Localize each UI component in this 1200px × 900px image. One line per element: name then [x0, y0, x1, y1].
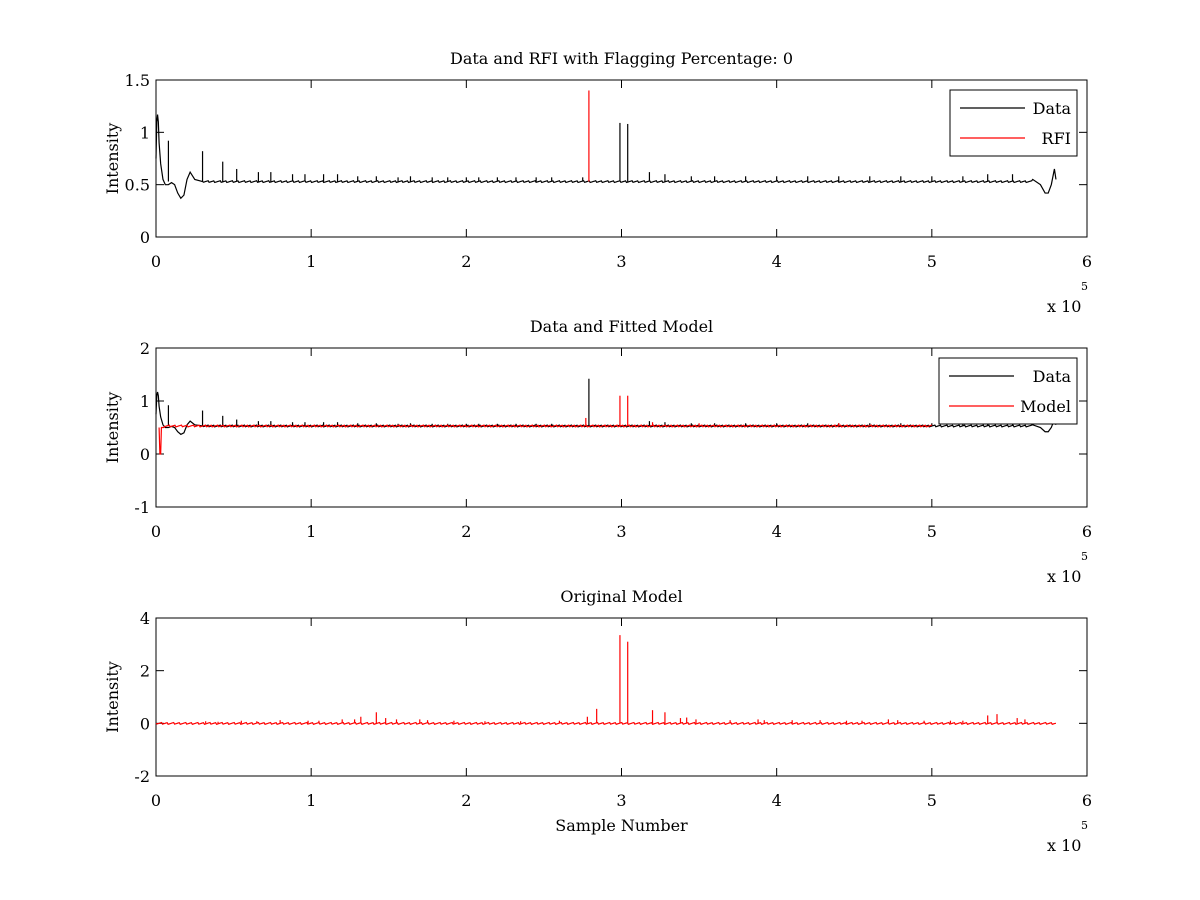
x-tick-label: 6 [1082, 522, 1092, 541]
chart-title: Data and Fitted Model [530, 317, 713, 336]
x-tick-label: 3 [616, 791, 626, 810]
legend: Data RFI [949, 89, 1078, 157]
y-axis-label: Intensity [103, 392, 122, 464]
x-exponent-power: 5 [1081, 819, 1088, 832]
x-tick-label: 4 [772, 791, 782, 810]
plot-area [155, 347, 1088, 508]
y-tick-label: 1.5 [125, 71, 150, 90]
x-axis-label: Sample Number [555, 816, 688, 835]
legend-entry: Model [1020, 397, 1071, 416]
y-tick-label: 1 [140, 123, 150, 142]
plot-area [155, 617, 1088, 777]
x-tick-label: 3 [616, 252, 626, 271]
x-tick-label: 1 [306, 522, 316, 541]
legend-entry: Data [1033, 367, 1072, 386]
x-tick-label: 1 [306, 791, 316, 810]
x-tick-label: 6 [1082, 791, 1092, 810]
y-tick-label: 0.5 [125, 176, 150, 195]
series-line [155, 114, 1057, 200]
chart-panel-1: Data and RFI with Flagging Percentage: 0… [103, 49, 1092, 316]
legend: Data Model [938, 357, 1078, 425]
x-tick-label: 2 [461, 791, 471, 810]
x-tick-label: 1 [306, 252, 316, 271]
x-tick-label: 0 [151, 522, 161, 541]
series-line [155, 721, 1057, 725]
x-tick-label: 3 [616, 522, 626, 541]
chart-title: Data and RFI with Flagging Percentage: 0 [450, 49, 793, 68]
chart-panel-3: Original Model Intensity Sample Number 0 1 2 3… [103, 587, 1092, 855]
y-tick-label: -2 [134, 767, 150, 786]
y-tick-label: 0 [140, 228, 150, 247]
series-data [155, 114, 1057, 200]
series-1 [155, 635, 1057, 725]
plot-area [155, 79, 1088, 238]
series-model [158, 395, 933, 455]
x-exponent-label: x 10 [1047, 297, 1081, 316]
y-tick-label: 4 [140, 609, 150, 628]
x-tick-label: 0 [151, 791, 161, 810]
x-exponent-label: x 10 [1047, 567, 1081, 586]
legend-entry: Data [1033, 99, 1072, 118]
y-tick-label: 2 [140, 339, 150, 358]
x-tick-label: 5 [927, 252, 937, 271]
y-tick-label: 0 [140, 445, 150, 464]
y-tick-label: 1 [140, 392, 150, 411]
y-tick-label: 0 [140, 714, 150, 733]
chart-title: Original Model [560, 587, 682, 606]
series-line [158, 424, 933, 455]
legend-box [949, 89, 1078, 157]
x-exponent-label: x 10 [1047, 836, 1081, 855]
y-tick-label: 2 [140, 662, 150, 681]
x-exponent-power: 5 [1081, 550, 1088, 563]
x-tick-label: 4 [772, 522, 782, 541]
x-tick-label: 2 [461, 252, 471, 271]
x-tick-label: 0 [151, 252, 161, 271]
x-tick-label: 6 [1082, 252, 1092, 271]
x-exponent-power: 5 [1081, 280, 1088, 293]
legend-entry: RFI [1042, 129, 1071, 148]
y-axis-label: Intensity [103, 123, 122, 195]
x-tick-label: 5 [927, 522, 937, 541]
y-axis-label: Intensity [103, 661, 122, 733]
x-tick-label: 2 [461, 522, 471, 541]
legend-box [938, 357, 1078, 425]
x-tick-label: 5 [927, 791, 937, 810]
x-tick-label: 4 [772, 252, 782, 271]
y-tick-label: -1 [134, 498, 150, 517]
